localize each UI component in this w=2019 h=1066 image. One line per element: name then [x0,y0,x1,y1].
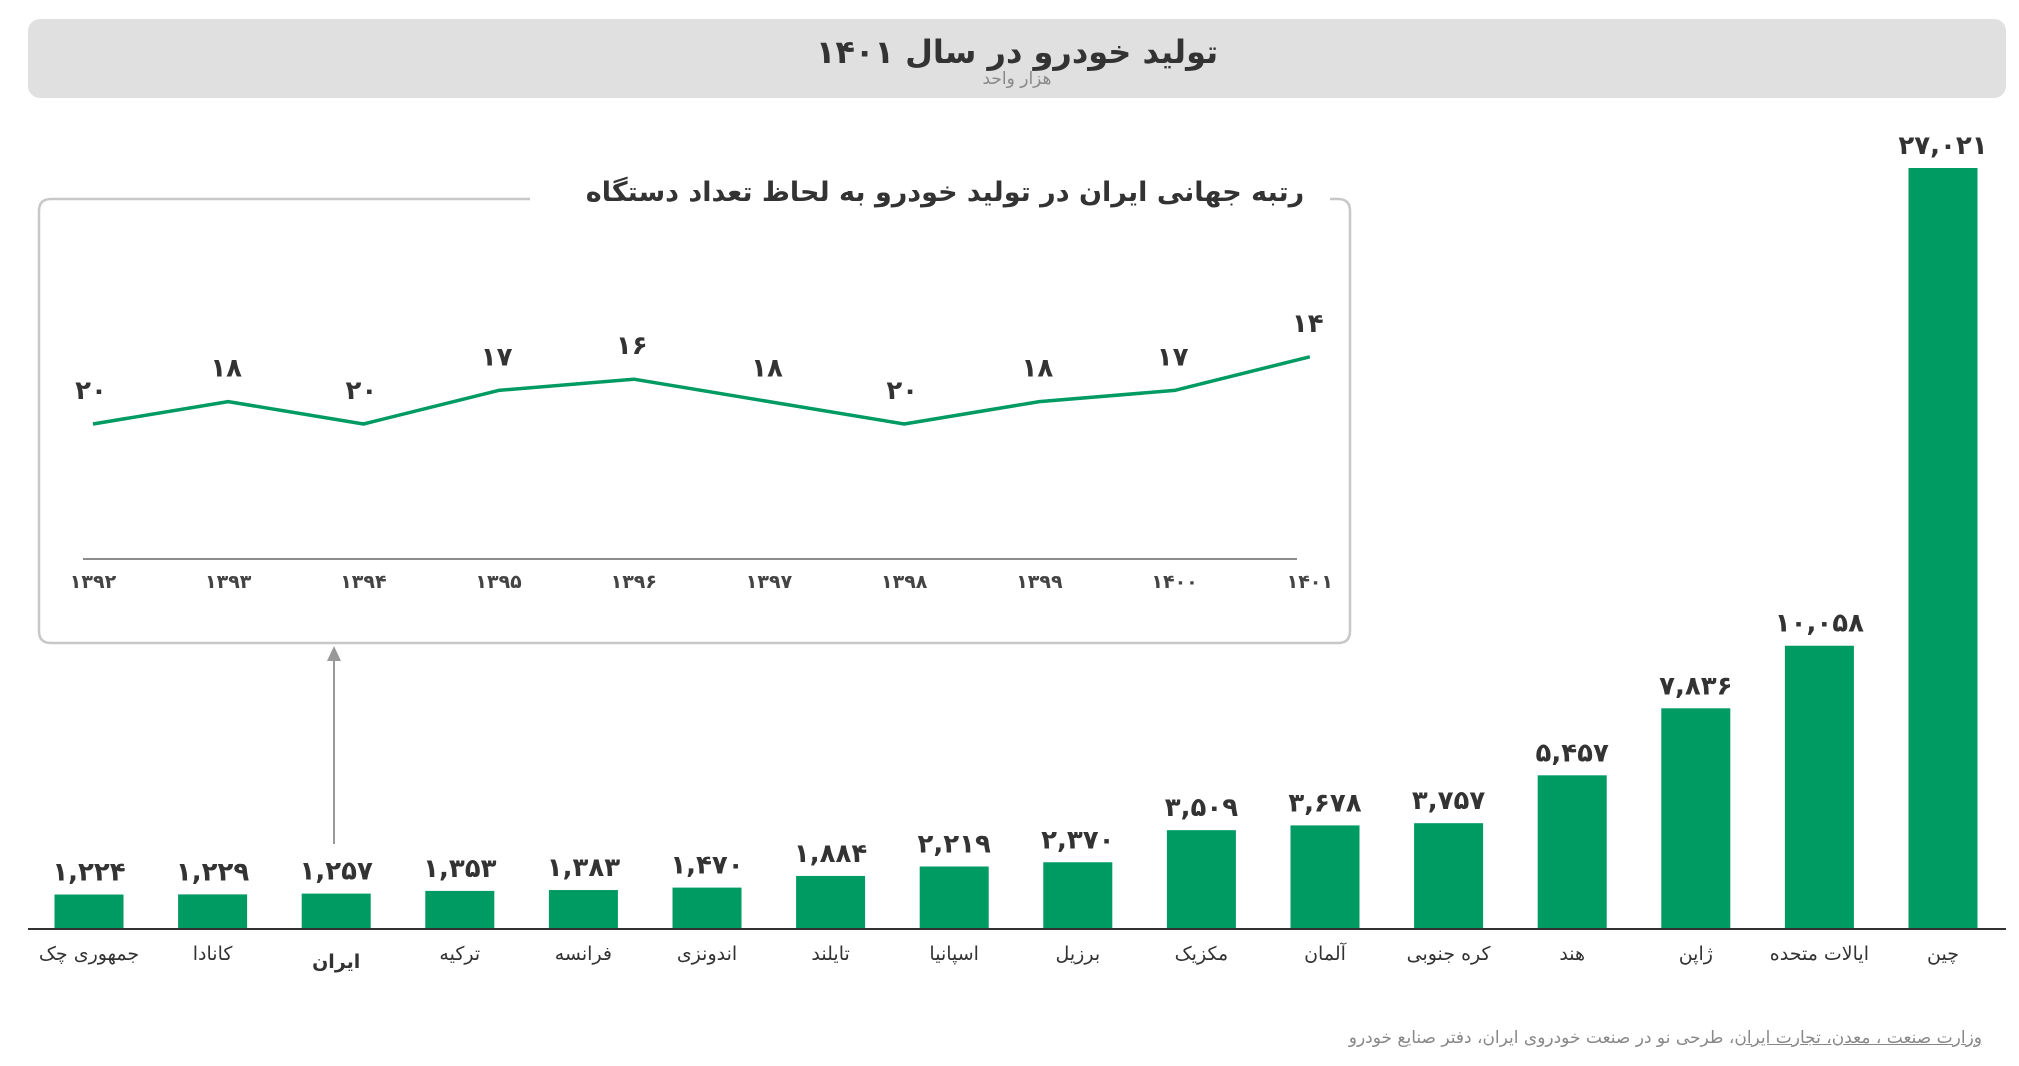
category-label: ایالات متحده [1770,943,1869,965]
category-label: اسپانیا [929,943,979,965]
bar-13 [1661,708,1731,929]
bar-value-label: ۳,۵۰۹ [1165,793,1238,823]
bar-1 [178,894,248,929]
bar-12 [1537,775,1607,929]
year-tick-label: ۱۳۹۲ [70,571,117,593]
category-label: مکزیک [1175,943,1228,965]
category-label: تایلند [811,943,849,965]
bar-15 [1908,168,1978,929]
inset-title: رتبه جهانی ایران در تولید خودرو به لحاظ … [575,177,1315,208]
rank-value-label: ۱۶ [616,331,648,361]
bar-9 [1166,830,1236,929]
category-label: جمهوری چک [39,943,139,965]
bar-4 [548,890,618,929]
chart-header: تولید خودرو در سال ۱۴۰۱ هزار واحد [28,19,2006,98]
category-label: آلمان [1304,941,1347,965]
category-label: ایران [312,951,360,973]
bar-8 [1043,862,1113,929]
rank-value-label: ۲۰ [346,376,378,406]
year-tick-label: ۱۳۹۷ [746,571,793,593]
bar-3 [425,890,495,929]
category-label: کره جنوبی [1407,943,1492,965]
chart-title: تولید خودرو در سال ۱۴۰۱ [815,33,1219,71]
category-label: اندونزی [677,943,737,965]
bar-10 [1290,825,1360,929]
bar-2 [301,893,371,929]
pointer-arrow-head [327,646,341,661]
bar-value-label: ۳,۶۷۸ [1288,788,1361,818]
rank-value-label: ۱۸ [1022,354,1054,384]
category-label: چین [1927,943,1959,965]
category-label: هند [1559,943,1585,965]
year-tick-label: ۱۳۹۶ [611,571,657,593]
bar-value-label: ۵,۴۵۷ [1536,738,1609,768]
year-tick-label: ۱۳۹۳ [205,571,252,593]
bar-value-label: ۱,۲۵۷ [300,857,373,887]
source-note: وزارت صنعت ، معدن، تجارت ایران، طرحی نو … [1349,1028,1982,1048]
bar-5 [672,887,742,929]
bar-value-label: ۱,۲۲۹ [176,857,249,887]
source-text: ، طرحی نو در صنعت خودروی ایران، دفتر صنا… [1348,1028,1735,1048]
bar-value-label: ۱۰,۰۵۸ [1775,609,1864,639]
rank-value-label: ۲۰ [886,376,918,406]
rank-value-label: ۱۷ [1157,342,1189,372]
bar-value-label: ۲,۳۷۰ [1041,825,1114,855]
bar-11 [1414,823,1484,929]
rank-value-label: ۱۴ [1292,309,1324,339]
year-tick-label: ۱۴۰۰ [1151,571,1197,593]
category-label: ترکیه [439,943,480,965]
bar-14 [1784,645,1854,929]
bar-value-label: ۷,۸۳۶ [1659,671,1732,701]
category-label: فرانسه [555,943,612,965]
year-tick-label: ۱۳۹۹ [1016,571,1063,593]
chart-subtitle: هزار واحد [982,69,1052,89]
bar-7 [919,866,989,929]
rank-value-label: ۱۸ [751,354,783,384]
rank-value-label: ۱۷ [481,342,513,372]
bar-0 [54,894,124,929]
bar-value-label: ۱,۸۸۴ [794,839,867,869]
bar-value-label: ۱,۴۷۰ [670,851,743,881]
inset-border [37,197,1352,645]
bar-value-label: ۱,۳۸۳ [547,853,620,883]
rank-value-label: ۲۰ [75,376,107,406]
category-label: ژاپن [1679,943,1713,965]
year-tick-label: ۱۳۹۸ [881,571,928,593]
category-label: برزیل [1055,943,1100,965]
bar-value-label: ۲۷,۰۲۱ [1898,131,1987,161]
year-tick-label: ۱۴۰۱ [1287,571,1333,593]
bar-value-label: ۲,۲۱۹ [918,830,991,860]
bar-value-label: ۱,۲۲۴ [52,858,125,888]
bar-value-label: ۳,۷۵۷ [1412,786,1485,816]
rank-value-label: ۱۸ [210,354,242,384]
year-tick-label: ۱۳۹۵ [475,571,522,593]
bar-6 [796,875,866,929]
source-link[interactable]: وزارت صنعت ، معدن، تجارت ایران [1734,1028,1982,1048]
bar-value-label: ۱,۳۵۳ [423,854,496,884]
year-tick-label: ۱۳۹۴ [340,571,386,593]
rank-line [92,355,1311,426]
category-label: کانادا [193,943,234,965]
